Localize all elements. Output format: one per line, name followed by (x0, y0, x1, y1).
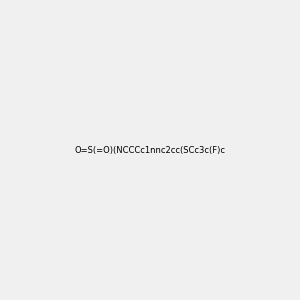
Text: O=S(=O)(NCCCc1nnc2cc(SCc3c(F)c: O=S(=O)(NCCCc1nnc2cc(SCc3c(F)c (74, 146, 226, 154)
